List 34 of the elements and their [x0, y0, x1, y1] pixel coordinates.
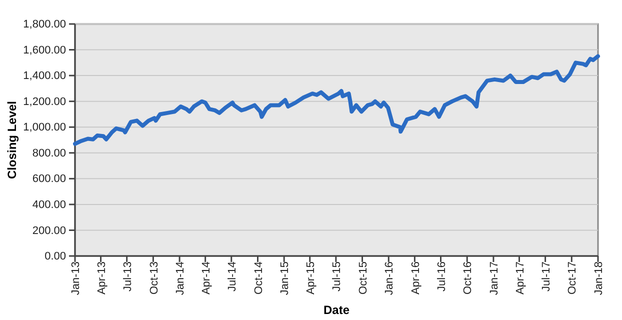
x-tick-label: Jan-15	[279, 262, 292, 296]
y-axis-title: Closing Level	[5, 100, 19, 180]
x-tick-label: Jan-13	[70, 262, 82, 296]
line-series	[73, 54, 600, 146]
x-tick-label: Apr-13	[96, 262, 108, 295]
x-tick-label: Jan-16	[384, 262, 396, 296]
x-tick-label: Jul-16	[436, 262, 448, 292]
x-tick-label: Apr-15	[304, 262, 317, 295]
x-tick-label: Jan-18	[593, 262, 606, 296]
x-tick-label: Oct-14	[252, 262, 265, 295]
x-tick-label: Oct-15	[357, 262, 370, 295]
y-tick-label: 600.00	[32, 173, 66, 186]
x-axis-title: Date	[323, 303, 350, 317]
y-tick-label: 1,400.00	[23, 70, 66, 82]
x-tick-label: Jan-17	[488, 262, 501, 296]
x-tick-label: Jul-13	[122, 262, 134, 292]
x-tick-label: Oct-16	[462, 262, 474, 295]
y-tick-label: 1,600.00	[23, 44, 66, 56]
x-tick-label: Jul-14	[226, 262, 238, 292]
y-tick-label: 0.00	[44, 250, 66, 263]
x-tick-label: Jul-17	[540, 262, 552, 292]
x-tick-label: Jan-14	[174, 262, 187, 296]
y-tick-label: 200.00	[32, 224, 66, 237]
x-tick-label: Apr-17	[514, 262, 526, 295]
y-tick-label: 400.00	[32, 198, 66, 211]
x-tick-label: Oct-17	[566, 262, 579, 295]
y-tick-label: 1,000.00	[23, 122, 66, 134]
x-tick-label: Apr-16	[410, 262, 422, 295]
x-tick-label: Apr-14	[200, 262, 212, 295]
y-tick-label: 1,200.00	[23, 96, 66, 108]
y-tick-label: 1,800.00	[23, 18, 66, 31]
x-tick-label: Jul-15	[330, 262, 343, 292]
x-tick-label: Oct-13	[148, 262, 160, 295]
y-tick-label: 800.00	[32, 147, 66, 160]
